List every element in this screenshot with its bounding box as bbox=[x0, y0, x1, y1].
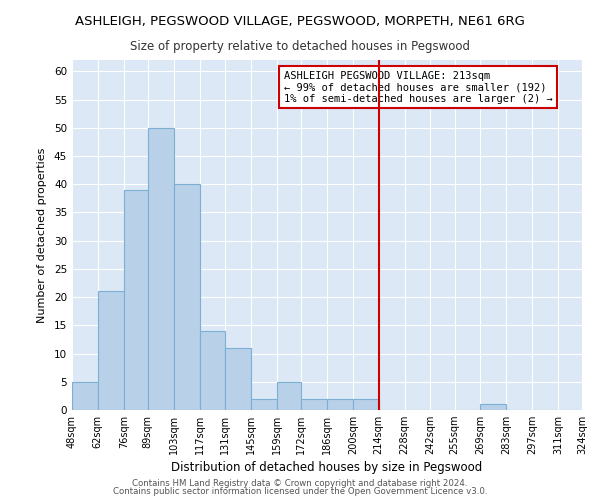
Bar bbox=[301, 398, 327, 410]
Bar bbox=[72, 382, 98, 410]
Bar bbox=[226, 348, 251, 410]
Text: Contains public sector information licensed under the Open Government Licence v3: Contains public sector information licen… bbox=[113, 487, 487, 496]
Bar bbox=[98, 292, 124, 410]
Bar bbox=[277, 382, 301, 410]
Bar bbox=[173, 184, 199, 410]
X-axis label: Distribution of detached houses by size in Pegswood: Distribution of detached houses by size … bbox=[172, 462, 482, 474]
Bar bbox=[199, 331, 226, 410]
Bar bbox=[148, 128, 173, 410]
Y-axis label: Number of detached properties: Number of detached properties bbox=[37, 148, 47, 322]
Text: Size of property relative to detached houses in Pegswood: Size of property relative to detached ho… bbox=[130, 40, 470, 53]
Bar bbox=[353, 398, 379, 410]
Bar bbox=[124, 190, 148, 410]
Bar bbox=[327, 398, 353, 410]
Text: Contains HM Land Registry data © Crown copyright and database right 2024.: Contains HM Land Registry data © Crown c… bbox=[132, 478, 468, 488]
Text: ASHLEIGH PEGSWOOD VILLAGE: 213sqm
← 99% of detached houses are smaller (192)
1% : ASHLEIGH PEGSWOOD VILLAGE: 213sqm ← 99% … bbox=[284, 70, 553, 104]
Text: ASHLEIGH, PEGSWOOD VILLAGE, PEGSWOOD, MORPETH, NE61 6RG: ASHLEIGH, PEGSWOOD VILLAGE, PEGSWOOD, MO… bbox=[75, 15, 525, 28]
Bar bbox=[481, 404, 506, 410]
Bar bbox=[251, 398, 277, 410]
